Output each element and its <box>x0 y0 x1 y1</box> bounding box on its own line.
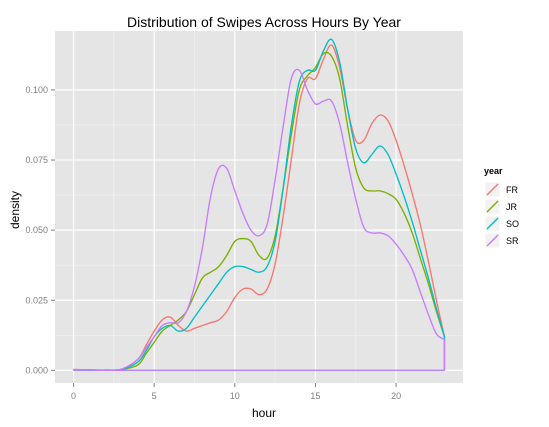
density-lines <box>72 38 446 371</box>
y-tick-label: 0.050 <box>25 225 48 235</box>
y-tick-label: 0.000 <box>25 365 48 375</box>
y-tick-label: 0.025 <box>25 295 48 305</box>
plot-panel <box>55 31 463 383</box>
y-axis-title: density <box>8 191 22 229</box>
legend-label-jr: JR <box>506 202 518 212</box>
x-tick-label: 20 <box>391 391 401 401</box>
x-axis-title: hour <box>252 406 276 420</box>
legend-swatch-jr <box>486 200 499 213</box>
density-line-sr <box>72 68 446 371</box>
chart-title: Distribution of Swipes Across Hours By Y… <box>127 14 401 30</box>
legend-label-sr: SR <box>506 236 519 246</box>
x-tick-label: 5 <box>152 391 157 401</box>
y-tick-label: 0.100 <box>25 85 48 95</box>
density-line-fr <box>72 44 446 371</box>
legend-swatch-fr <box>486 183 499 196</box>
y-tick-label: 0.075 <box>25 155 48 165</box>
legend-label-fr: FR <box>506 185 518 195</box>
density-line-jr <box>72 51 446 371</box>
x-tick-label: 10 <box>230 391 240 401</box>
legend-swatch-sr <box>486 234 499 247</box>
density-line-so <box>72 38 446 371</box>
legend-label-so: SO <box>506 219 519 229</box>
x-tick-label: 15 <box>310 391 320 401</box>
legend-title: year <box>484 166 503 176</box>
x-tick-label: 0 <box>71 391 76 401</box>
legend-swatch-so <box>486 217 499 230</box>
